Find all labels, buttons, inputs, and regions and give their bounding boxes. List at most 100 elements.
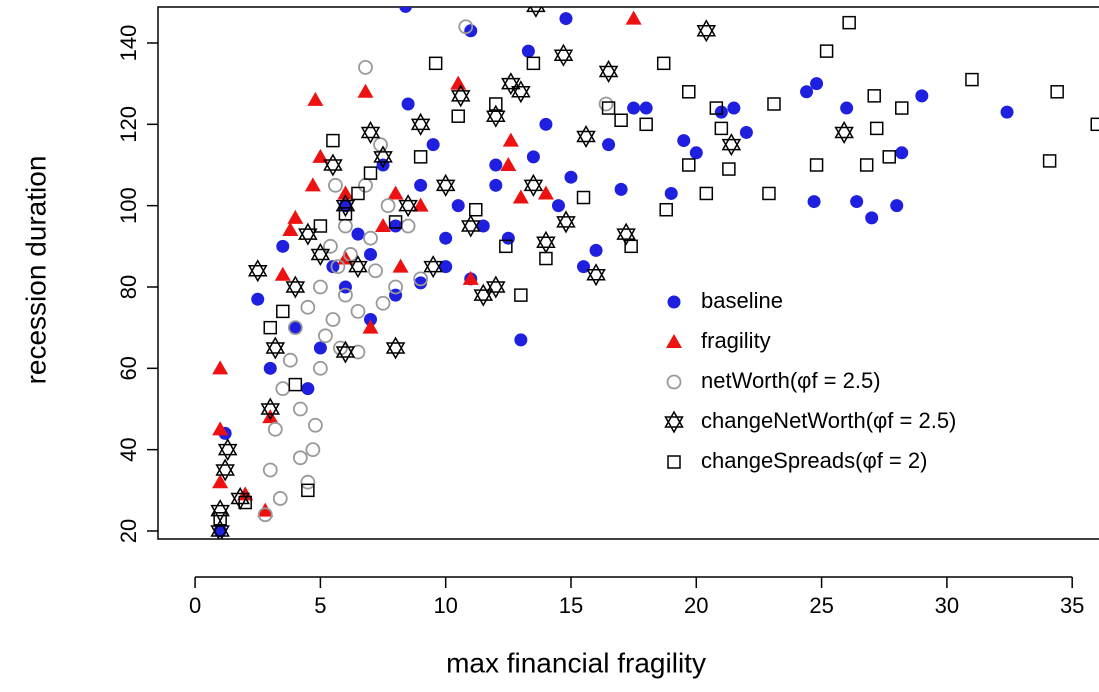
point <box>451 109 465 123</box>
point <box>263 361 277 375</box>
point <box>238 495 252 510</box>
point <box>614 182 628 196</box>
point <box>288 321 302 335</box>
point <box>380 198 396 214</box>
point <box>450 84 471 108</box>
point <box>576 190 591 205</box>
point <box>387 185 404 200</box>
point <box>850 195 864 209</box>
point <box>301 483 315 498</box>
point <box>537 185 554 200</box>
point <box>677 134 691 148</box>
point <box>328 177 343 193</box>
point <box>362 319 379 334</box>
point <box>392 258 409 273</box>
point <box>272 491 288 506</box>
legend-label: changeNetWorth(φf = 2.5) <box>701 408 956 433</box>
point <box>714 121 729 136</box>
point <box>376 158 390 172</box>
point <box>212 360 229 375</box>
point <box>709 101 724 115</box>
point <box>292 450 308 466</box>
legend-marker <box>666 374 682 390</box>
point <box>586 263 606 287</box>
point <box>501 72 521 96</box>
point <box>625 10 642 25</box>
point <box>276 239 290 253</box>
y-tick-label: 80 <box>116 275 141 299</box>
point <box>310 242 331 266</box>
point <box>307 417 323 433</box>
point <box>598 96 614 112</box>
point <box>401 97 415 111</box>
point <box>400 218 416 234</box>
x-tick-label: 35 <box>1060 593 1084 618</box>
point <box>413 150 428 164</box>
point <box>689 146 703 160</box>
point <box>285 275 306 299</box>
point <box>435 173 456 197</box>
point <box>639 101 653 115</box>
point <box>300 474 316 490</box>
point <box>305 442 321 458</box>
y-tick-label: 140 <box>116 25 141 62</box>
y-tick-label: 20 <box>116 519 141 543</box>
point <box>526 150 540 164</box>
point <box>348 255 368 279</box>
point <box>363 230 378 246</box>
point <box>486 104 506 128</box>
point <box>337 185 354 200</box>
point <box>265 336 286 360</box>
point <box>682 158 696 172</box>
point <box>426 138 440 152</box>
legend-label: netWorth(φf = 2.5) <box>701 368 881 393</box>
point <box>213 512 227 526</box>
point <box>212 474 229 489</box>
x-tick-label: 5 <box>314 593 326 618</box>
point <box>439 231 453 245</box>
point <box>627 101 641 115</box>
point <box>602 138 616 152</box>
x-tick-label: 20 <box>684 593 708 618</box>
point <box>696 19 717 43</box>
point <box>282 222 299 237</box>
point <box>326 133 340 148</box>
y-tick-label: 100 <box>116 187 141 224</box>
legend-label: changeSpreads(φf = 2) <box>701 448 927 473</box>
point <box>301 382 315 396</box>
point <box>865 211 879 225</box>
point <box>335 340 356 364</box>
point <box>512 189 529 204</box>
legend-label: baseline <box>701 288 783 313</box>
point <box>834 120 854 144</box>
x-tick-label: 15 <box>559 593 583 618</box>
point <box>262 409 279 424</box>
x-axis-title: max financial fragility <box>446 647 706 678</box>
point <box>217 438 238 462</box>
point <box>398 194 418 218</box>
point <box>357 83 374 98</box>
point <box>842 15 856 30</box>
point <box>210 519 230 539</box>
point <box>458 19 474 35</box>
point <box>859 158 874 172</box>
point <box>375 295 391 311</box>
point <box>511 80 531 104</box>
point <box>274 266 291 281</box>
point <box>809 158 824 172</box>
point <box>810 77 824 91</box>
point <box>462 270 479 285</box>
point <box>699 186 714 201</box>
point <box>536 230 556 254</box>
point <box>489 97 503 111</box>
point <box>486 275 506 299</box>
point <box>304 177 321 192</box>
point <box>523 173 544 197</box>
point <box>388 215 403 229</box>
point <box>589 243 603 257</box>
point <box>762 186 776 201</box>
point <box>350 303 366 319</box>
point <box>385 336 406 360</box>
point <box>307 91 324 106</box>
point <box>721 133 742 157</box>
